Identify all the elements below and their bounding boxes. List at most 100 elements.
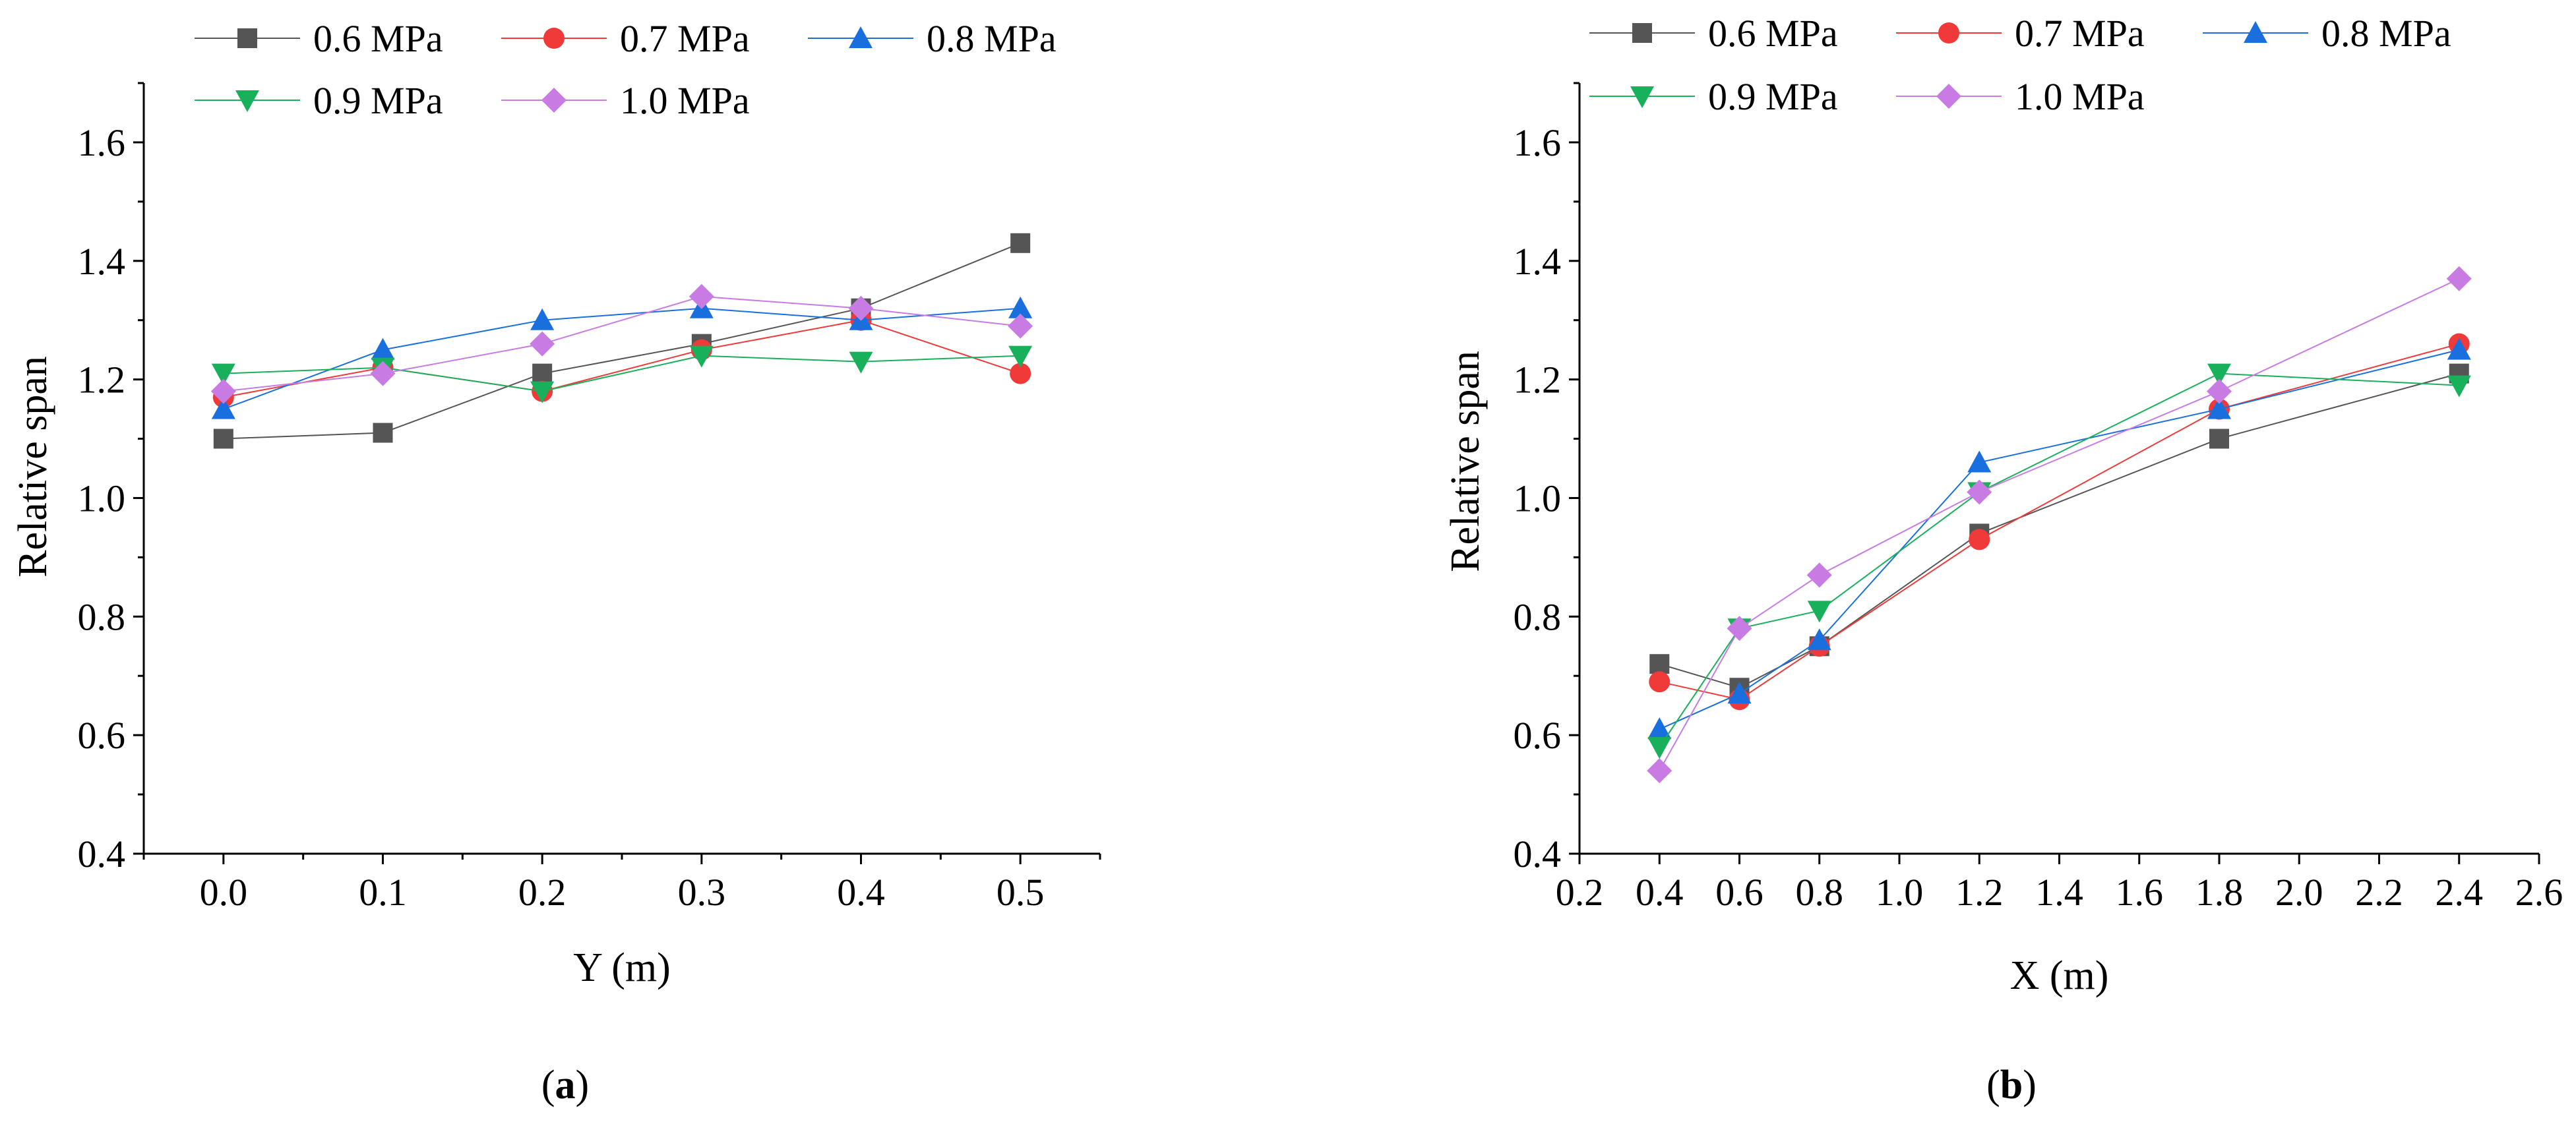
legend-marker xyxy=(1632,23,1652,43)
series-0-9-mpa xyxy=(211,345,1033,403)
data-point xyxy=(2209,428,2229,449)
data-point xyxy=(1008,345,1033,368)
x-tick-label: 0.2 xyxy=(1556,871,1604,914)
series-0-7-mpa xyxy=(1649,333,2470,711)
data-point xyxy=(1649,671,1671,693)
y-tick-label: 0.6 xyxy=(78,714,126,757)
series-0-6-mpa xyxy=(1649,363,2469,698)
series-line xyxy=(223,307,1021,410)
data-point xyxy=(530,381,555,403)
y-tick-label: 1.2 xyxy=(1514,359,1562,401)
y-axis-title: Relative span xyxy=(1443,351,1488,572)
series-line xyxy=(223,319,1021,398)
y-tick-label: 1.6 xyxy=(78,121,126,164)
data-point xyxy=(689,345,714,368)
x-tick-label: 1.8 xyxy=(2195,871,2244,914)
data-point xyxy=(2447,338,2471,360)
series-line xyxy=(223,242,1021,440)
legend-marker xyxy=(849,26,873,48)
x-tick-label: 2.0 xyxy=(2275,871,2323,914)
x-tick-label: 1.4 xyxy=(2035,871,2083,914)
data-point xyxy=(371,338,395,360)
legend-marker xyxy=(1938,22,1959,44)
legend-label: 0.8 MPa xyxy=(2321,12,2451,55)
legend-label: 0.7 MPa xyxy=(620,17,750,60)
legend-marker xyxy=(543,28,565,49)
data-point xyxy=(1807,601,1831,623)
x-tick-label: 0.4 xyxy=(837,871,885,914)
data-point xyxy=(2207,397,2231,419)
legend-label: 1.0 MPa xyxy=(620,79,750,122)
y-tick-label: 1.0 xyxy=(78,477,126,519)
x-tick-label: 0.8 xyxy=(1796,871,1844,914)
data-point xyxy=(1969,529,1990,550)
series-line xyxy=(223,355,1021,392)
x-tick-label: 2.4 xyxy=(2436,871,2484,914)
data-point xyxy=(1727,682,1752,704)
legend-marker xyxy=(235,90,259,112)
data-point xyxy=(2447,375,2471,398)
axes-frame xyxy=(142,83,1100,855)
series-line xyxy=(1659,372,2459,748)
y-tick-label: 1.0 xyxy=(1514,477,1562,519)
legend-marker xyxy=(541,88,567,113)
data-point xyxy=(1727,616,1752,641)
y-tick-label: 0.8 xyxy=(78,595,126,638)
data-point xyxy=(373,423,393,443)
x-tick-label: 1.0 xyxy=(1876,871,1924,914)
legend-label: 0.6 MPa xyxy=(313,17,443,60)
x-tick-label: 0.4 xyxy=(1636,871,1684,914)
x-tick-label: 2.2 xyxy=(2355,871,2403,914)
data-point xyxy=(1967,479,1992,505)
data-point xyxy=(689,283,714,309)
chart-panel-a: 0.4 0.6 0.8 1.0 1.2 1.4 1.6 0.0 0.1 0.2 0.3 0.4 0.5 Y… xyxy=(11,17,1101,1107)
data-point xyxy=(2207,363,2231,386)
data-point xyxy=(1807,628,1831,651)
y-tick-label: 0.8 xyxy=(1514,595,1562,638)
x-axis-title: Y (m) xyxy=(573,945,671,990)
series-1-0-mpa xyxy=(210,283,1033,404)
series-line xyxy=(1659,372,2460,689)
series-line xyxy=(1659,278,2460,771)
y-tick-label: 1.6 xyxy=(1514,121,1562,164)
y-tick-label: 1.2 xyxy=(78,359,126,401)
legend: 0.6 MPa 0.7 MPa 0.8 MPa 0.9 MPa 1.0 MPa xyxy=(1589,12,2451,118)
x-tick-label: 1.6 xyxy=(2116,871,2164,914)
y-tick-label: 1.4 xyxy=(78,240,126,283)
y-tick-label: 0.4 xyxy=(1514,833,1562,875)
legend-label: 0.9 MPa xyxy=(1708,75,1838,118)
x-tick-label: 0.2 xyxy=(518,871,567,914)
x-axis-title: X (m) xyxy=(2010,953,2109,998)
series-0-9-mpa xyxy=(1647,363,2471,759)
data-point xyxy=(530,331,555,357)
y-tick-label: 0.4 xyxy=(78,833,126,875)
data-point xyxy=(1967,450,1992,473)
data-point xyxy=(849,351,873,374)
legend-marker xyxy=(1630,86,1654,108)
data-point xyxy=(532,363,553,384)
x-tick-label: 0.3 xyxy=(678,871,726,914)
data-point xyxy=(370,361,396,386)
legend-marker xyxy=(2244,21,2267,43)
data-point xyxy=(1008,313,1033,339)
data-point xyxy=(210,378,236,404)
series-0-6-mpa xyxy=(213,233,1031,449)
y-axis-title: Relative span xyxy=(11,356,55,577)
x-tick-label: 0.5 xyxy=(997,871,1045,914)
data-point xyxy=(1647,717,1672,740)
data-point xyxy=(1806,562,1832,588)
legend-label: 1.0 MPa xyxy=(2015,75,2145,118)
series-0-8-mpa xyxy=(1647,338,2471,740)
legend-label: 0.6 MPa xyxy=(1708,12,1838,55)
legend: 0.6 MPa 0.7 MPa 0.8 MPa 0.9 MPa 1.0 MPa xyxy=(195,17,1057,122)
data-point xyxy=(848,295,874,321)
data-point xyxy=(530,308,555,330)
x-tick-label: 0.1 xyxy=(359,871,407,914)
data-point xyxy=(1647,758,1672,784)
data-point xyxy=(1010,233,1031,253)
data-point xyxy=(2446,266,2472,291)
x-tick-label: 0.6 xyxy=(1715,871,1763,914)
y-tick-label: 0.6 xyxy=(1514,714,1562,757)
data-point xyxy=(1008,296,1033,318)
